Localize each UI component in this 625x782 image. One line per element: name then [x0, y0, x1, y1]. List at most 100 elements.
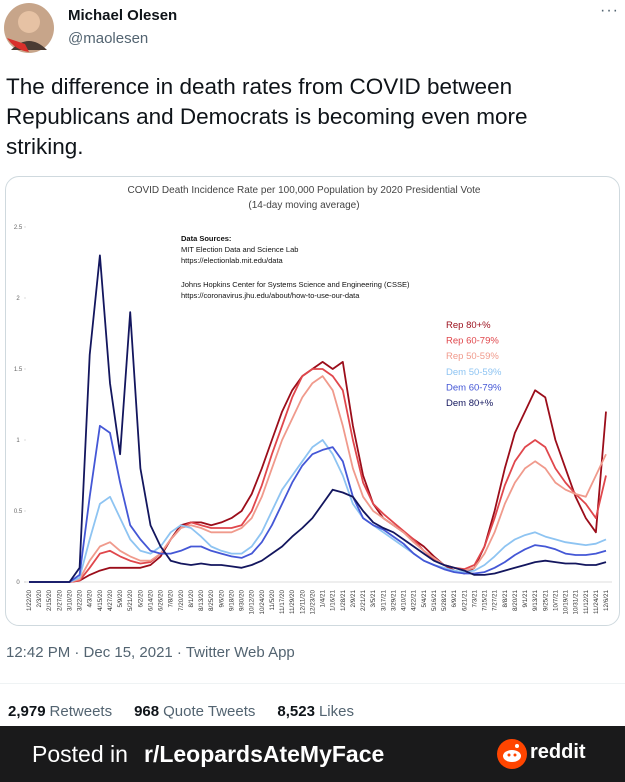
- y-tick-label: 0.5: [14, 509, 23, 515]
- sources-heading: Data Sources:: [181, 234, 231, 243]
- x-tick-label: 4/27/20: [107, 590, 114, 612]
- x-tick-label: 1/22/20: [26, 590, 33, 612]
- x-tick-label: 3/17/21: [380, 590, 387, 612]
- stat[interactable]: 968 Quote Tweets: [134, 703, 255, 720]
- stat-count: 8,523: [277, 703, 315, 720]
- stat-label: Retweets: [49, 703, 113, 720]
- x-tick-label: 1/16/21: [330, 590, 337, 612]
- chart-subtitle: (14-day moving average): [248, 200, 359, 211]
- x-tick-label: 7/27/21: [492, 590, 499, 612]
- x-tick-label: 7/8/20: [168, 590, 175, 608]
- y-tick-label: 0: [16, 580, 20, 586]
- x-tick-label: 11/5/20: [269, 590, 276, 611]
- x-tick-label: 4/15/20: [97, 590, 104, 612]
- y-tick-label: 2: [16, 296, 20, 302]
- x-tick-label: 3/10/20: [66, 590, 73, 612]
- x-tick-label: 4/3/20: [87, 590, 94, 608]
- x-tick-label: 6/21/21: [461, 590, 468, 612]
- x-tick-label: 5/4/21: [421, 590, 428, 608]
- x-tick-label: 12/23/20: [309, 590, 316, 615]
- x-tick-label: 5/21/20: [127, 590, 134, 612]
- stat-label: Likes: [318, 703, 354, 720]
- legend-entry: Rep 80+%: [446, 320, 491, 331]
- x-tick-label: 9/13/21: [532, 590, 539, 612]
- source-name: Johns Hopkins Center for Systems Science…: [181, 280, 410, 289]
- x-tick-label: 7/15/21: [482, 590, 489, 612]
- x-tick-label: 7/3/21: [471, 590, 478, 608]
- avatar[interactable]: [3, 2, 55, 54]
- x-tick-label: 2/3/20: [36, 590, 43, 608]
- x-tick-label: 10/12/20: [249, 590, 256, 615]
- x-tick-label: 10/31/21: [573, 590, 580, 615]
- series-line: [29, 368, 607, 583]
- x-tick-label: 6/26/20: [158, 590, 165, 612]
- footer: Posted in r/LeopardsAteMyFace reddit: [0, 726, 625, 782]
- x-tick-label: 3/22/20: [77, 590, 84, 612]
- subreddit[interactable]: r/LeopardsAteMyFace: [144, 741, 385, 767]
- user-handle[interactable]: @maolesen: [68, 30, 149, 47]
- source-url: https://coronavirus.jhu.edu/about/how-to…: [181, 291, 360, 300]
- source-url: https://electionlab.mit.edu/data: [181, 256, 284, 265]
- y-tick-label: 1.5: [14, 367, 23, 373]
- x-tick-label: 9/6/20: [218, 590, 225, 608]
- legend-entry: Dem 50-59%: [446, 367, 502, 378]
- stat[interactable]: 8,523 Likes: [277, 703, 354, 720]
- x-tick-label: 9/25/21: [542, 590, 549, 612]
- more-button[interactable]: ···: [600, 2, 619, 19]
- y-tick-label: 1: [16, 438, 20, 444]
- legend-entry: Dem 80+%: [446, 398, 494, 409]
- timestamp[interactable]: 12:42 PM · Dec 15, 2021 · Twitter Web Ap…: [6, 644, 295, 661]
- series-line: [29, 439, 607, 583]
- separator: [0, 683, 625, 684]
- stat-count: 2,979: [8, 703, 46, 720]
- legend-entry: Rep 50-59%: [446, 351, 499, 362]
- x-tick-label: 4/22/21: [411, 590, 418, 612]
- stat-count: 968: [134, 703, 160, 720]
- chart: COVID Death Incidence Rate per 100,000 P…: [14, 185, 612, 615]
- source-name: MIT Election Data and Science Lab: [181, 245, 298, 254]
- tweet-text: The difference in death rates from COVID…: [6, 74, 528, 159]
- x-tick-label: 1/28/21: [340, 590, 347, 612]
- x-tick-label: 6/2/20: [137, 590, 144, 608]
- x-tick-label: 2/15/20: [46, 590, 53, 612]
- series-line: [29, 424, 607, 583]
- x-tick-label: 7/20/20: [178, 590, 185, 612]
- x-tick-label: 11/29/20: [289, 590, 296, 615]
- stat-label: Quote Tweets: [163, 703, 256, 720]
- x-tick-label: 6/14/20: [147, 590, 154, 612]
- x-tick-label: 12/11/20: [299, 590, 306, 615]
- x-tick-label: 10/19/21: [563, 590, 570, 615]
- x-tick-label: 11/24/21: [593, 590, 600, 615]
- x-tick-label: 11/17/20: [279, 590, 286, 615]
- x-tick-label: 2/27/20: [56, 590, 63, 612]
- x-tick-label: 3/29/21: [390, 590, 397, 612]
- x-tick-label: 5/9/20: [117, 590, 124, 608]
- x-tick-label: 1/4/21: [320, 590, 327, 608]
- x-tick-label: 8/8/21: [502, 590, 509, 608]
- user-name[interactable]: Michael Olesen: [68, 7, 178, 24]
- x-tick-label: 8/25/20: [208, 590, 215, 612]
- x-tick-label: 10/24/20: [259, 590, 266, 615]
- series-line: [29, 375, 607, 583]
- legend-entry: Dem 60-79%: [446, 382, 502, 393]
- stat[interactable]: 2,979 Retweets: [8, 703, 112, 720]
- x-tick-label: 2/21/21: [360, 590, 367, 612]
- series-line: [29, 361, 607, 583]
- x-tick-label: 9/18/20: [228, 590, 235, 612]
- chart-title: COVID Death Incidence Rate per 100,000 P…: [127, 185, 480, 196]
- x-tick-label: 5/28/21: [441, 590, 448, 612]
- reddit-logo: [497, 739, 527, 769]
- x-tick-label: 3/5/21: [370, 590, 377, 608]
- footer-prefix: Posted in: [32, 741, 128, 767]
- chart-image[interactable]: COVID Death Incidence Rate per 100,000 P…: [5, 176, 620, 626]
- x-tick-label: 8/13/20: [198, 590, 205, 612]
- x-tick-label: 6/9/21: [451, 590, 458, 608]
- series-line: [29, 254, 607, 583]
- brand: reddit: [530, 741, 586, 763]
- x-tick-label: 4/10/21: [401, 590, 408, 612]
- x-tick-label: 9/30/20: [239, 590, 246, 612]
- x-tick-label: 5/16/21: [431, 590, 438, 612]
- legend-entry: Rep 60-79%: [446, 336, 499, 347]
- x-tick-label: 8/20/21: [512, 590, 519, 612]
